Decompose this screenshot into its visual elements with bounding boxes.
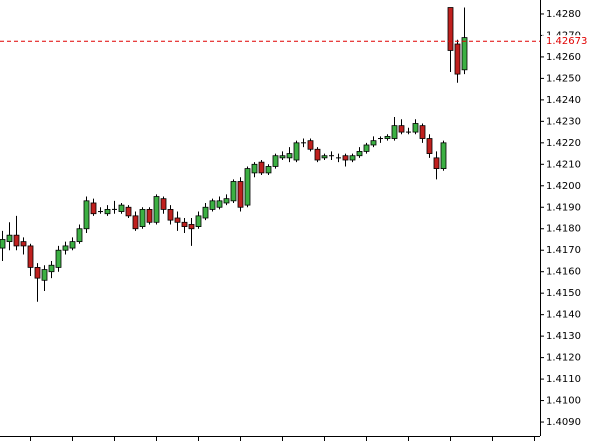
candle-body [258, 161, 265, 174]
y-tick-label: 1.4160 [546, 267, 581, 278]
candle-body [384, 135, 391, 139]
candle-body [265, 166, 272, 174]
candle-body [216, 200, 223, 208]
candle-body [279, 155, 286, 159]
candle-body [293, 142, 300, 161]
candle-body [104, 209, 111, 215]
candle-body [251, 163, 258, 174]
candle-body [48, 264, 55, 273]
candle-body [349, 155, 356, 161]
candle-body [146, 209, 153, 223]
candle-body [237, 181, 244, 208]
y-tick-label: 1.4240 [546, 95, 581, 106]
candle-body [412, 123, 419, 133]
candle-body [195, 215, 202, 227]
candle-body [307, 140, 314, 150]
y-tick-label: 1.4220 [546, 138, 581, 149]
candle-body [125, 206, 132, 217]
candle-body [62, 245, 69, 251]
candle-body [426, 138, 433, 154]
y-tick-label: 1.4120 [546, 353, 581, 364]
candle-body [286, 153, 293, 159]
candle-body [90, 202, 97, 215]
y-tick-label: 1.4170 [546, 245, 581, 256]
candle-body [454, 43, 461, 75]
y-tick-label: 1.4180 [546, 224, 581, 235]
candle-body [27, 245, 34, 268]
candle-body [55, 249, 62, 268]
y-tick-label: 1.4190 [546, 202, 581, 213]
candle-body [153, 196, 160, 223]
candle-body [181, 221, 188, 227]
candle-body [447, 7, 454, 51]
candle-body [41, 269, 48, 281]
candle-body [342, 155, 349, 161]
y-tick-label: 1.4280 [546, 9, 581, 20]
y-tick-label: 1.4210 [546, 159, 581, 170]
candle-body [76, 228, 83, 243]
y-tick-label: 1.4150 [546, 288, 581, 299]
candle-body [132, 215, 139, 230]
y-tick-label: 1.4140 [546, 310, 581, 321]
y-tick-label: 1.4230 [546, 116, 581, 127]
candle-body [20, 241, 27, 247]
y-tick-label: 1.4250 [546, 73, 581, 84]
candle-body [230, 181, 237, 202]
candle-body [314, 148, 321, 161]
candle-body [223, 198, 230, 204]
candle-body [461, 37, 468, 71]
candle-body [356, 151, 363, 157]
candle-body [391, 125, 398, 139]
candle-body [0, 239, 6, 249]
candle-body [34, 266, 41, 279]
candle-body [139, 209, 146, 227]
candle-body [6, 234, 13, 243]
candle-body [272, 155, 279, 167]
candle-body [321, 155, 328, 159]
candle-body [398, 125, 405, 133]
price-label: 1.42673 [546, 36, 587, 47]
candle-body [174, 217, 181, 223]
y-tick-label: 1.4090 [546, 417, 581, 428]
candle-body [13, 234, 20, 247]
candle-body [69, 241, 76, 249]
candle-body [440, 142, 447, 170]
candle-body [160, 198, 167, 210]
candle-body [202, 206, 209, 219]
candle-body [419, 125, 426, 139]
price-label-box [542, 35, 596, 48]
candle-body [433, 157, 440, 170]
candle-body [188, 224, 195, 230]
y-tick-label: 1.4260 [546, 52, 581, 63]
candle-body [370, 140, 377, 146]
candle-body [167, 209, 174, 221]
y-tick-label: 1.4100 [546, 396, 581, 407]
candle-body [209, 200, 216, 210]
candle-body [83, 200, 90, 230]
candle-body [244, 168, 251, 206]
y-tick-label: 1.4110 [546, 374, 581, 385]
candle-body [118, 204, 125, 212]
candle-body [363, 144, 370, 152]
y-tick-label: 1.4130 [546, 331, 581, 342]
y-tick-label: 1.4200 [546, 181, 581, 192]
